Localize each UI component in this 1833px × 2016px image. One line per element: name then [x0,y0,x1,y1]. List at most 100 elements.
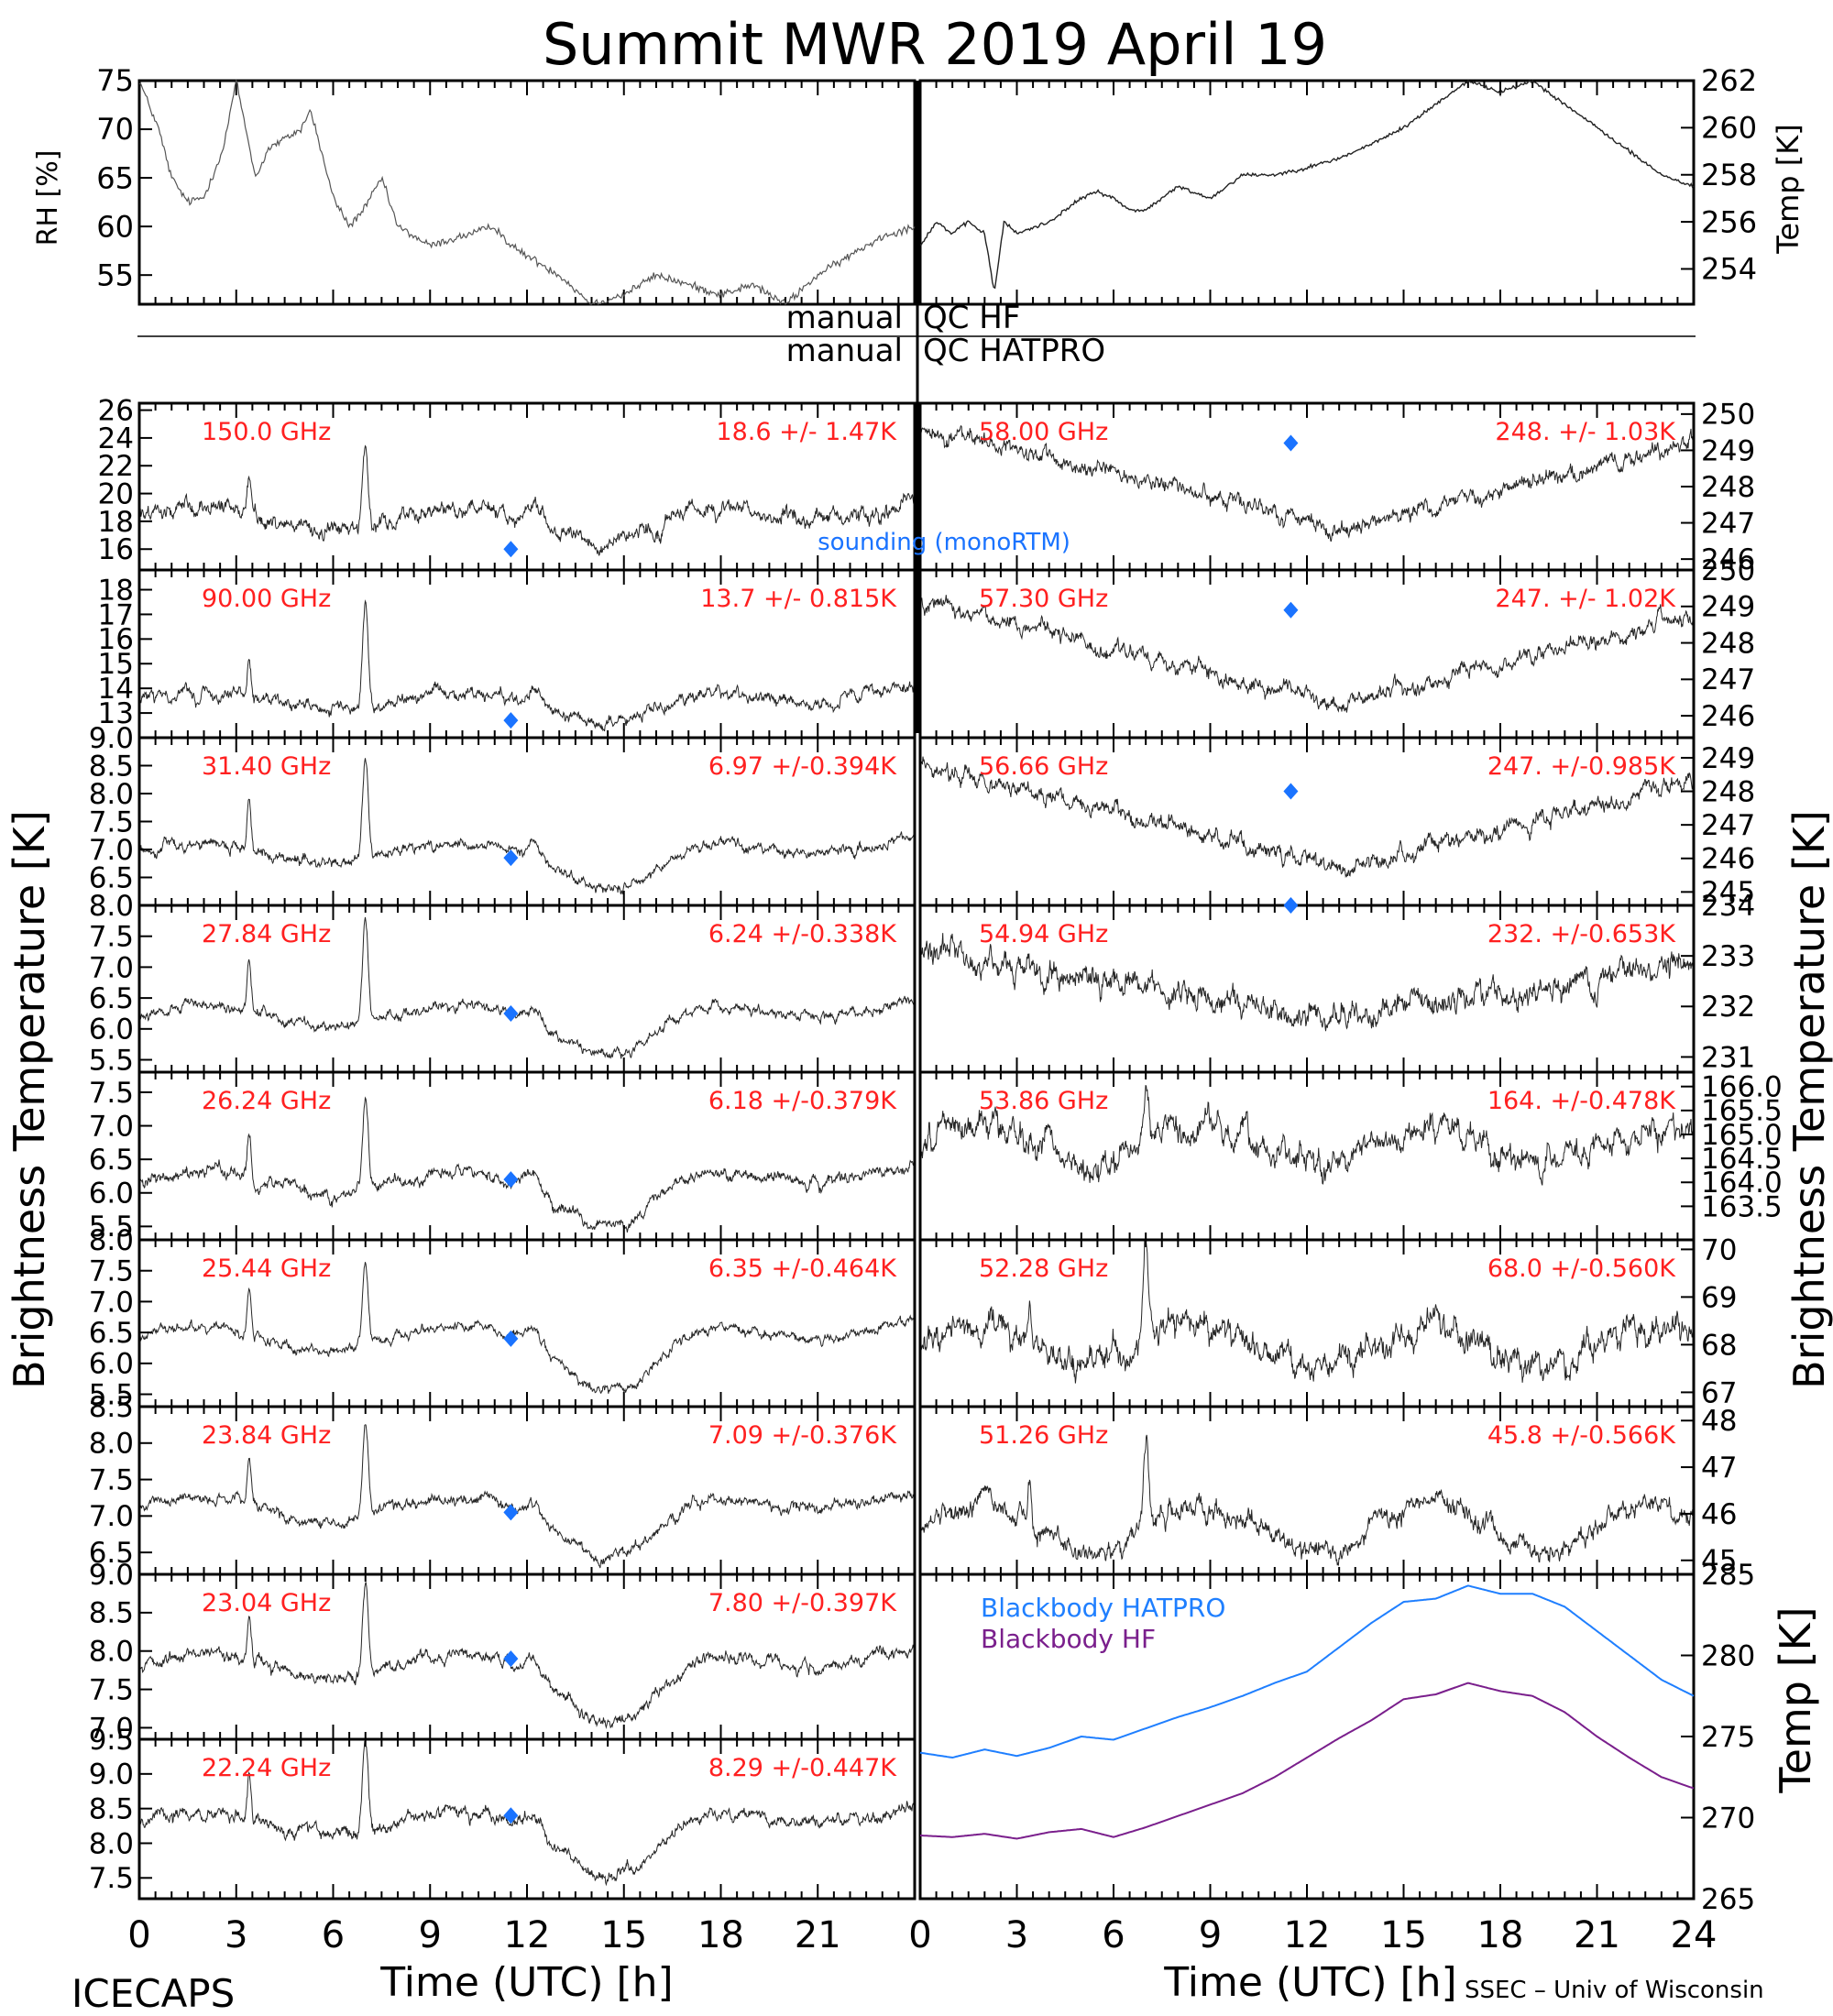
tb-y-axis-right-6: 48 47 46 45 [1681,1405,1737,1578]
footer-left: ICECAPS [71,1971,235,2016]
x-tick-label: 0 [908,1914,931,1956]
stats-label: 45.8 +/-0.566K [1487,1421,1676,1450]
hatpro-line [919,1584,1695,1759]
rh-panel [137,79,916,306]
tb-series-left-2 [138,758,916,895]
y-tick-label: 232 [1701,991,1755,1024]
x-tick-label: 18 [697,1914,744,1956]
freq-label: 54.94 GHz [979,920,1108,948]
x-tick-label: 9 [1199,1914,1222,1956]
y-tick-label: 6.5 [89,1537,134,1570]
stats-label: 6.18 +/-0.379K [708,1087,897,1115]
stats-label: 232. +/-0.653K [1487,920,1676,948]
freq-label: 23.04 GHz [202,1589,331,1617]
y-tick-label: 262 [1701,63,1757,98]
y-tick-label: 9.0 [89,1559,134,1592]
tb-axis-label-right: Brightness Temperature [K] [1784,810,1833,1389]
y-tick-label: 7.5 [89,1255,134,1288]
y-tick-label: 164.5 [1701,1143,1783,1176]
y-tick-label: 7.0 [89,1286,134,1319]
freq-label: 26.24 GHz [202,1087,331,1115]
legend-hf: Blackbody HF [981,1624,1156,1654]
x-tick-label: 9 [419,1914,442,1956]
x-tick-label: 21 [795,1914,841,1956]
tb-series-left-3 [138,916,916,1059]
chart-title: Summit MWR 2019 April 19 [543,11,1327,78]
tb-series-right-2 [919,756,1695,879]
x-axis-label-left: Time (UTC) [h] [379,1959,673,2006]
stats-label: 6.97 +/-0.394K [708,752,897,781]
x-tick-label: 15 [1380,1914,1427,1956]
x-axis-label-right: Time (UTC) [h] [1163,1959,1456,2006]
y-tick-label: 70 [96,112,134,147]
y-tick-label: 246 [1701,843,1755,876]
y-tick-label: 47 [1701,1452,1737,1485]
y-tick-label: 6.5 [89,1144,134,1177]
stats-label: 164. +/-0.478K [1487,1087,1676,1115]
y-tick-label: 8.5 [89,750,134,783]
freq-label: 58.00 GHz [979,418,1108,446]
temp-y-axis: 262 260 258 256 254 [1681,63,1757,287]
y-tick-label: 8.5 [89,1793,134,1826]
stats-label: 8.29 +/-0.447K [708,1754,897,1782]
qc-left-1: manual [786,300,903,336]
tb-series-right-3 [919,933,1695,1032]
freq-label: 52.28 GHz [979,1255,1108,1283]
y-tick-label: 163.5 [1701,1190,1783,1223]
y-tick-label: 70 [1701,1233,1737,1266]
y-tick-label: 8.0 [89,778,134,811]
x-tick-label: 15 [600,1914,647,1956]
y-tick-label: 17 [98,598,134,631]
hf-line [920,1682,1695,1840]
freq-label: 27.84 GHz [202,920,331,948]
bb-axis-label: Temp [K] [1771,1606,1820,1793]
y-tick-label: 68 [1701,1329,1737,1362]
stats-label: 68.0 +/-0.560K [1487,1255,1676,1283]
x-tick-label: 3 [225,1914,247,1956]
y-tick-label: 8.0 [89,1428,134,1461]
x-tick-label: 21 [1574,1914,1620,1956]
tb-x-ticks-right-5 [919,1240,1695,1407]
y-tick-label: 7.5 [89,1463,134,1496]
y-tick-label: 249 [1701,742,1755,775]
qc-right-1: QC HF [923,300,1020,336]
sounding-diamond [503,1330,519,1347]
tb-y-axis-left-4: 7.57.06.56.05.5 [89,1077,152,1244]
y-tick-label: 249 [1701,434,1755,467]
tb-x-ticks-right-2 [919,738,1695,905]
y-tick-label: 14 [98,673,134,706]
y-tick-label: 275 [1701,1721,1755,1754]
y-tick-label: 26 [98,394,134,427]
y-tick-label: 250 [1701,554,1755,587]
sounding-diamond [1283,897,1299,914]
y-tick-label: 166.0 [1701,1071,1783,1104]
tb-x-ticks-left-8 [138,1739,916,1899]
y-tick-label: 234 [1701,890,1755,923]
tb-series-left-6 [138,1424,916,1569]
y-tick-label: 7.5 [89,921,134,954]
sounding-label: sounding (monoRTM) [818,529,1070,556]
y-tick-label: 18 [98,506,134,539]
y-tick-label: 7.0 [89,834,134,867]
x-tick-label: 3 [1005,1914,1028,1956]
y-tick-label: 24 [98,422,134,455]
tb-y-axis-left-8: 9.59.08.58.07.5 [89,1724,152,1895]
tb-series-right-0 [919,424,1695,542]
sounding-diamond [503,1004,519,1022]
freq-label: 57.30 GHz [979,585,1108,613]
temp-x-ticks [919,81,1695,304]
tb-x-ticks-right-4 [919,1072,1695,1240]
y-tick-label: 249 [1701,591,1755,624]
tb-y-axis-left-2: 9.08.58.07.57.06.5 [89,722,152,894]
y-tick-label: 20 [98,477,134,510]
tb-y-axis-right-3: 234 233 232 231 [1681,890,1755,1074]
y-tick-label: 15 [98,648,134,681]
y-tick-label: 248 [1701,627,1755,660]
stats-label: 6.24 +/-0.338K [708,920,897,948]
y-tick-label: 67 [1701,1376,1737,1409]
tb-y-axis-left-7: 9.0 8.5 8.0 7.5 7.0 [89,1559,152,1745]
x-tick-label: 18 [1477,1914,1524,1956]
y-tick-label: 246 [1701,700,1755,733]
